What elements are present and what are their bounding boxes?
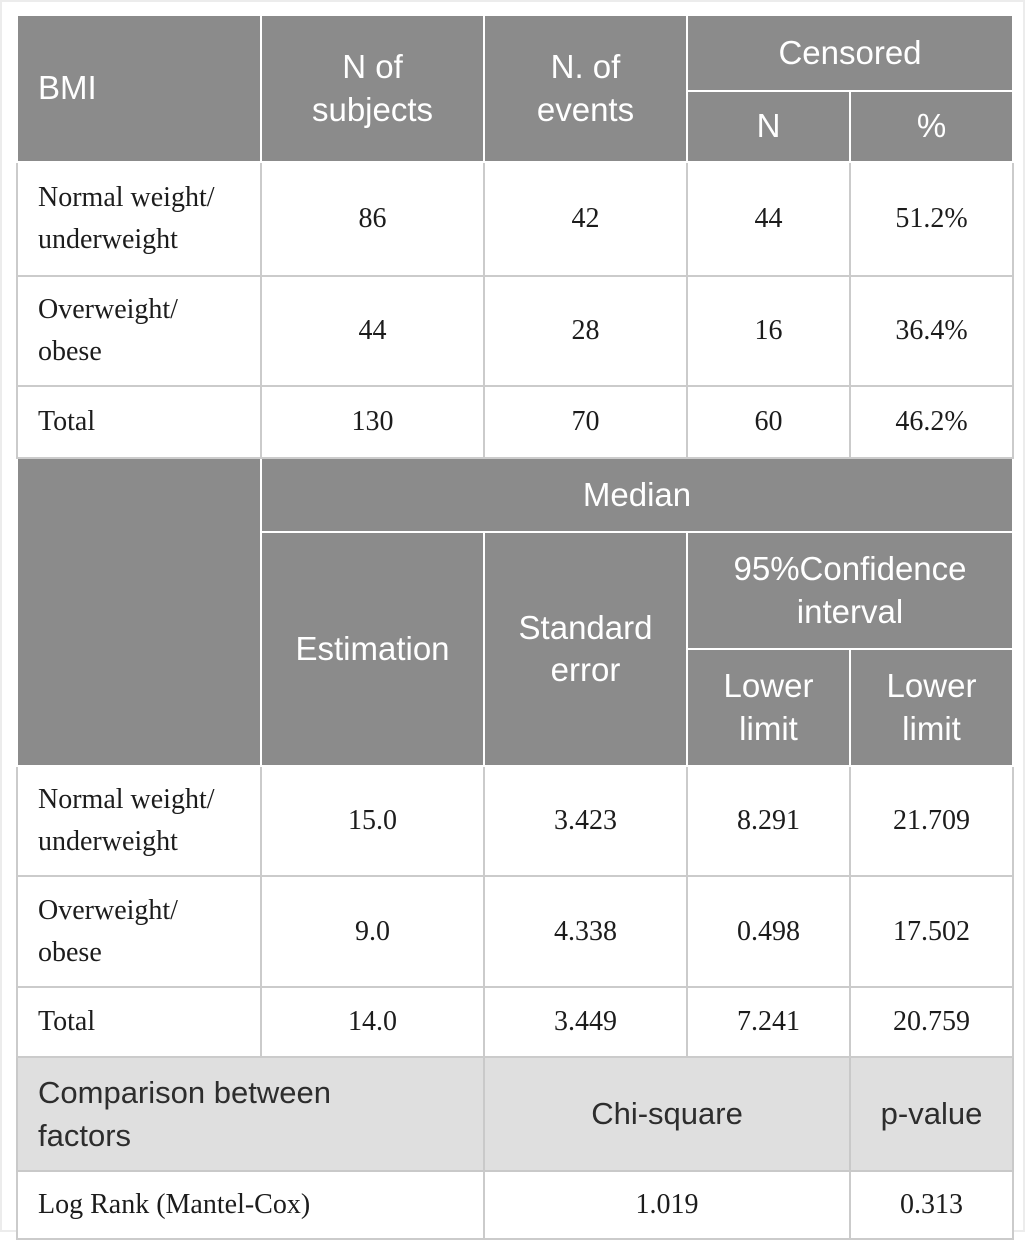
row-label-overweight: Overweight/ obese: [16, 275, 262, 387]
table-row: Normal weight/ underweight 86 42 44 51.2…: [16, 161, 1014, 277]
cell-n-events: 28: [483, 275, 688, 387]
header-cell-confidence-interval: 95%Confidence interval: [686, 531, 1014, 650]
row-label-normal-weight: Normal weight/ underweight: [16, 765, 262, 877]
header-cell-n-subjects: N of subjects: [260, 14, 485, 163]
cell-censored-pct: 36.4%: [849, 275, 1014, 387]
cell-standard-error: 3.423: [483, 765, 688, 877]
row-label-log-rank: Log Rank (Mantel-Cox): [16, 1170, 485, 1240]
survival-analysis-table: BMI N of subjects N. of events Censored …: [16, 14, 1014, 1240]
table-row: Overweight/ obese 9.0 4.338 0.498 17.502: [16, 875, 1014, 988]
header-cell-lower-limit-2: Lower limit: [849, 648, 1014, 767]
cell-upper-limit: 21.709: [849, 765, 1014, 877]
cell-lower-limit: 0.498: [686, 875, 851, 988]
cell-estimation: 9.0: [260, 875, 485, 988]
header-cell-lower-limit-1: Lower limit: [686, 648, 851, 767]
header-cell-censored: Censored: [686, 14, 1014, 92]
header-cell-censored-n: N: [686, 90, 851, 163]
cell-standard-error: 4.338: [483, 875, 688, 988]
table-row: Normal weight/ underweight 15.0 3.423 8.…: [16, 765, 1014, 877]
header-cell-p-value: p-value: [849, 1056, 1014, 1172]
row-label-normal-weight: Normal weight/ underweight: [16, 161, 262, 277]
header-cell-chi-square: Chi-square: [483, 1056, 851, 1172]
cell-n-subjects: 44: [260, 275, 485, 387]
header-cell-estimation: Estimation: [260, 531, 485, 767]
cell-chi-square-value: 1.019: [483, 1170, 851, 1240]
header-cell-bmi: BMI: [16, 14, 262, 163]
cell-n-events: 70: [483, 385, 688, 459]
cell-n-subjects: 86: [260, 161, 485, 277]
cell-n-subjects: 130: [260, 385, 485, 459]
cell-censored-pct: 51.2%: [849, 161, 1014, 277]
header-cell-comparison: Comparison between factors: [16, 1056, 485, 1172]
table-row: Total 14.0 3.449 7.241 20.759: [16, 986, 1014, 1058]
cell-estimation: 14.0: [260, 986, 485, 1058]
cell-censored-n: 16: [686, 275, 851, 387]
cell-n-events: 42: [483, 161, 688, 277]
header-cell-n-events: N. of events: [483, 14, 688, 163]
table-row: Overweight/ obese 44 28 16 36.4%: [16, 275, 1014, 387]
row-label-overweight: Overweight/ obese: [16, 875, 262, 988]
cell-upper-limit: 17.502: [849, 875, 1014, 988]
cell-censored-pct: 46.2%: [849, 385, 1014, 459]
table-row: Total 130 70 60 46.2%: [16, 385, 1014, 459]
cell-censored-n: 60: [686, 385, 851, 459]
cell-p-value: 0.313: [849, 1170, 1014, 1240]
cell-lower-limit: 8.291: [686, 765, 851, 877]
header-cell-censored-pct: %: [849, 90, 1014, 163]
header-cell-median: Median: [260, 457, 1014, 533]
cell-estimation: 15.0: [260, 765, 485, 877]
table-row: Log Rank (Mantel-Cox) 1.019 0.313: [16, 1170, 1014, 1240]
header-cell-median-spacer: [16, 457, 262, 767]
header-cell-standard-error: Standard error: [483, 531, 688, 767]
cell-standard-error: 3.449: [483, 986, 688, 1058]
cell-censored-n: 44: [686, 161, 851, 277]
row-label-total: Total: [16, 986, 262, 1058]
cell-upper-limit: 20.759: [849, 986, 1014, 1058]
cell-lower-limit: 7.241: [686, 986, 851, 1058]
row-label-total: Total: [16, 385, 262, 459]
